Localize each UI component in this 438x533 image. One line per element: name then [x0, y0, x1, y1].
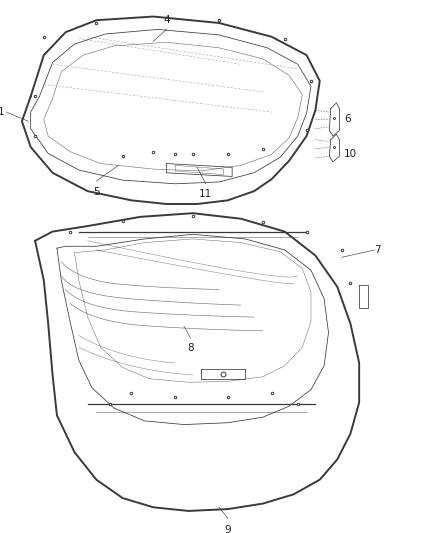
Text: 5: 5: [93, 187, 100, 197]
Text: 1: 1: [0, 107, 4, 117]
Text: 10: 10: [344, 149, 357, 159]
Text: 8: 8: [187, 343, 194, 353]
Text: 6: 6: [344, 115, 350, 125]
Text: 11: 11: [199, 189, 212, 199]
Text: 7: 7: [374, 245, 381, 255]
Text: 4: 4: [163, 15, 170, 25]
Text: 9: 9: [224, 524, 231, 533]
